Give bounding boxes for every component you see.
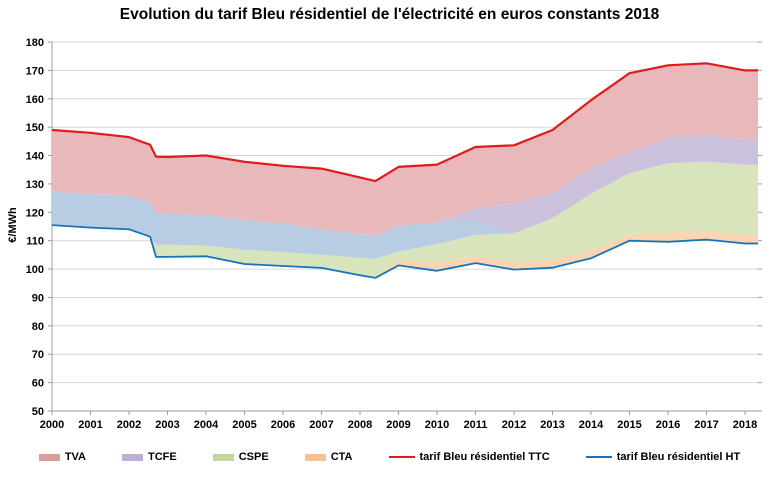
x-tick-label: 2010: [425, 419, 449, 431]
x-tick-label: 2009: [386, 419, 410, 431]
chart-title: Evolution du tarif Bleu résidentiel de l…: [119, 6, 660, 23]
y-tick-label: 180: [26, 37, 44, 49]
x-tick-label: 2005: [232, 419, 256, 431]
area-band-cspe: [52, 161, 758, 278]
y-tick-label: 80: [32, 321, 44, 333]
legend-label: TCFE: [148, 451, 177, 463]
x-tick-label: 2011: [464, 419, 488, 431]
y-tick-label: 50: [32, 406, 44, 418]
legend-item-tarif-bleu-r-sidentiel-ttc: tarif Bleu résidentiel TTC: [388, 451, 550, 463]
y-tick-label: 130: [26, 179, 44, 191]
x-tick-label: 2002: [117, 419, 141, 431]
y-tick-label: 150: [26, 122, 44, 134]
legend-line-sample: [388, 456, 415, 458]
y-tick-label: 60: [32, 378, 44, 390]
area-band-taxes-locales-avant-tcfe-2011-: [52, 161, 758, 259]
legend-color-swatch: [38, 453, 60, 461]
legend-item-cspe: CSPE: [212, 451, 269, 463]
line-ht: [51, 224, 758, 279]
area-band-tva: [52, 63, 758, 236]
x-tick-label: 2007: [309, 419, 333, 431]
x-tick-label: 2001: [78, 419, 102, 431]
x-tick-label: 2015: [617, 419, 641, 431]
legend-label: tarif Bleu résidentiel TTC: [419, 451, 550, 463]
x-tick-label: 2014: [579, 419, 604, 431]
legend-label: TVA: [64, 451, 86, 463]
legend-color-swatch: [212, 453, 234, 461]
x-tick-label: 2016: [656, 419, 680, 431]
y-tick-label: 70: [32, 349, 44, 361]
legend-item-cta: CTA: [304, 451, 353, 463]
y-tick-label: 120: [26, 207, 44, 219]
y-tick-label: 90: [32, 292, 44, 304]
chart-legend: TVA TCFE CSPE CTA tarif Bleu résidentiel TTC…: [0, 447, 779, 467]
legend-label: CTA: [330, 451, 353, 463]
area-band-tcfe: [52, 134, 758, 236]
legend-line-sample: [585, 456, 612, 458]
y-tick-label: 160: [26, 94, 44, 106]
y-tick-label: 100: [26, 264, 44, 276]
legend-item-tarif-bleu-r-sidentiel-ht: tarif Bleu résidentiel HT: [585, 451, 741, 463]
legend-label: CSPE: [238, 451, 269, 463]
x-tick-label: 2017: [694, 419, 718, 431]
line-ttc: [51, 62, 758, 183]
x-tick-label: 2013: [540, 419, 564, 431]
x-tick-label: 2006: [271, 419, 295, 431]
legend-item-tcfe: TCFE: [122, 451, 177, 463]
x-tick-label: 2003: [155, 419, 179, 431]
y-tick-label: 170: [26, 65, 44, 77]
x-tick-label: 2008: [348, 419, 372, 431]
y-tick-label: 110: [26, 236, 44, 248]
x-tick-label: 2004: [194, 419, 219, 431]
legend-item-tva: TVA: [38, 451, 86, 463]
x-tick-label: 2018: [733, 419, 757, 431]
x-tick-label: 2012: [502, 419, 526, 431]
y-tick-label: 140: [26, 151, 44, 163]
legend-color-swatch: [304, 453, 326, 461]
x-tick-label: 2000: [40, 419, 64, 431]
legend-color-swatch: [122, 453, 143, 461]
legend-label: tarif Bleu résidentiel HT: [616, 451, 741, 463]
